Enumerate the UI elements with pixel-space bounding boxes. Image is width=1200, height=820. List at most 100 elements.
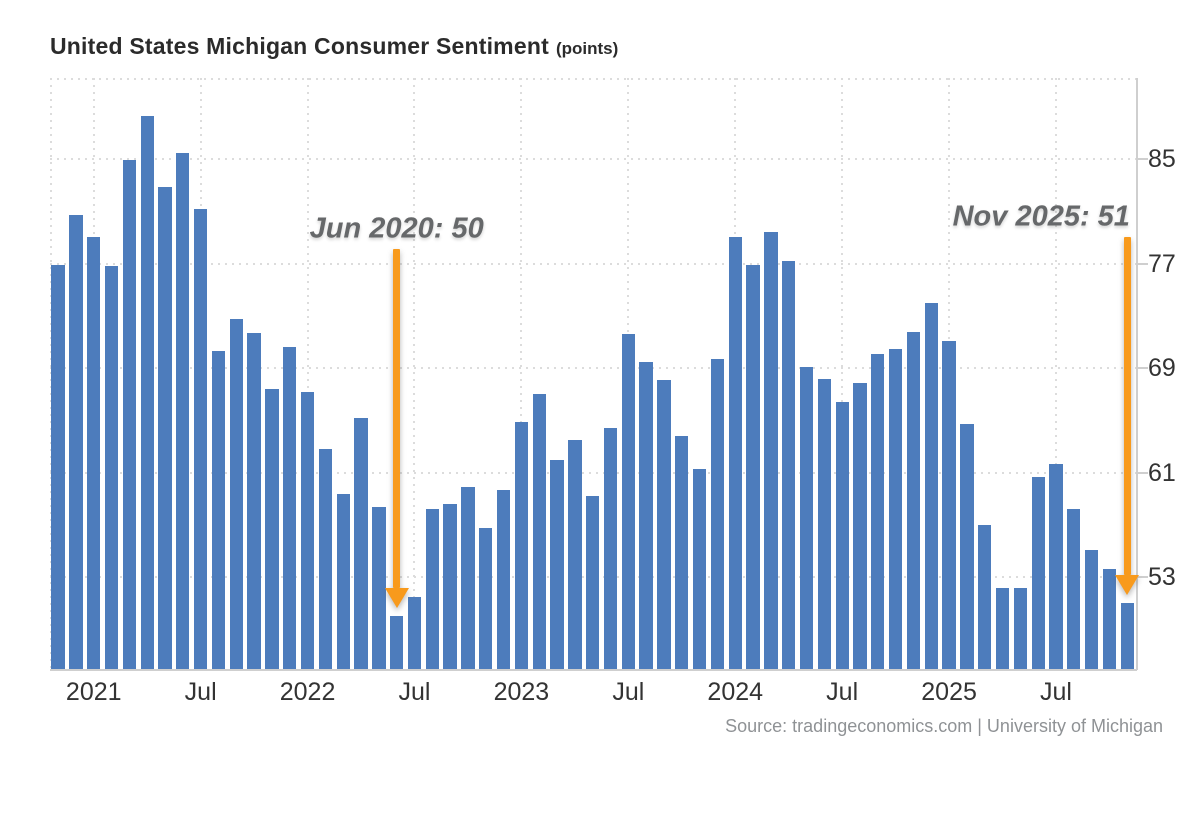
bar-aug-2022 [425,509,439,670]
y-axis-label: 61 [1148,458,1176,487]
bar-nov-2022 [479,527,493,670]
bar-nov-2021 [265,389,279,670]
y-axis-label: 77 [1148,249,1176,278]
plot-border-top [50,78,1137,80]
y-gridline [50,367,1137,370]
bar-jan-2024 [728,237,742,670]
bar-aug-2023 [639,361,653,670]
y-axis-line [1136,78,1138,670]
bar-feb-2023 [532,394,546,670]
arrow-shaft [393,249,401,589]
bar-dec-2020 [69,215,83,670]
x-axis-label: Jul [612,678,645,706]
bar-nov-2023 [692,468,707,670]
bar-mar-2022 [336,493,350,670]
bar-dec-2023 [710,359,725,670]
bar-oct-2022 [461,487,475,670]
bar-feb-2021 [104,266,119,670]
y-gridline [50,158,1137,161]
bar-may-2022 [372,506,386,670]
bar-jul-2025 [1049,463,1063,670]
bar-nov-2024 [906,331,921,670]
bar-jul-2024 [835,402,849,670]
bar-jan-2023 [514,421,529,670]
bar-jun-2023 [603,428,618,670]
x-axis-label: Jul [184,678,217,706]
bar-mar-2021 [122,160,137,670]
y-tick [1137,262,1148,265]
y-tick [1137,471,1148,474]
bar-feb-2025 [960,424,974,670]
bar-feb-2024 [746,264,760,670]
bar-jun-2021 [176,152,190,670]
bar-apr-2025 [995,587,1010,670]
bar-sep-2024 [871,353,885,670]
bar-mar-2025 [978,524,992,670]
bar-jan-2025 [942,340,956,670]
x-axis-line [50,669,1137,671]
bar-jul-2021 [194,208,208,670]
chart-title-text: United States Michigan Consumer Sentimen… [50,33,549,59]
x-gridline [841,78,844,670]
bar-aug-2021 [211,351,226,670]
x-axis-label: 2021 [65,678,122,706]
bar-mar-2023 [550,459,564,670]
source-attribution: Source: tradingeconomics.com | Universit… [725,716,1163,736]
x-axis-label: Jul [1040,678,1072,706]
bar-jun-2024 [817,378,831,670]
bar-dec-2022 [496,489,511,670]
bar-nov-2020 [51,264,65,670]
bar-nov-2025 [1120,603,1134,670]
x-axis-label: 2024 [707,678,764,706]
bar-apr-2022 [354,417,368,670]
bar-jun-2022 [390,616,404,670]
bar-aug-2025 [1067,509,1081,670]
x-axis-label: 2022 [279,678,336,706]
bar-jul-2023 [621,334,635,670]
bar-oct-2025 [1102,569,1117,670]
bar-dec-2021 [283,347,297,670]
bar-may-2025 [1013,587,1028,670]
bar-jul-2022 [407,596,422,670]
bar-apr-2023 [568,440,582,670]
y-axis-label: 69 [1148,354,1176,383]
x-gridline [520,78,523,670]
bar-jun-2025 [1031,476,1045,670]
bar-sep-2022 [443,504,457,670]
x-axis-label: Jul [826,678,859,706]
bar-oct-2023 [675,436,689,670]
bar-may-2023 [586,496,600,670]
bar-may-2021 [158,186,172,670]
arrow-head [384,588,409,609]
annotation-label: Jun 2020: 50 [309,212,484,245]
bar-sep-2025 [1084,549,1099,670]
x-axis-label: Jul [398,678,431,706]
bar-jan-2022 [300,391,315,670]
bar-may-2024 [799,366,814,670]
x-axis-label: 2023 [493,678,550,706]
bar-oct-2021 [247,332,261,670]
y-axis-label: 85 [1148,145,1176,174]
y-axis-label: 53 [1148,563,1176,592]
bar-apr-2021 [140,115,154,670]
y-tick [1137,158,1148,161]
x-gridline [1055,78,1057,670]
bar-sep-2023 [657,379,671,670]
y-gridline [50,262,1137,265]
y-tick [1137,576,1148,579]
bar-apr-2024 [782,261,796,670]
y-tick [1137,367,1148,370]
bar-dec-2024 [924,302,938,670]
chart-title: United States Michigan Consumer Sentimen… [50,33,618,60]
plot-border-left [50,78,52,670]
x-axis-label: 2025 [921,678,977,706]
bar-aug-2024 [853,382,867,670]
bar-jan-2021 [87,237,101,670]
chart-title-unit: (points) [555,39,619,58]
x-gridline [306,78,309,670]
bar-feb-2022 [318,449,333,670]
bar-oct-2024 [888,348,903,670]
arrow-shaft [1123,237,1131,576]
